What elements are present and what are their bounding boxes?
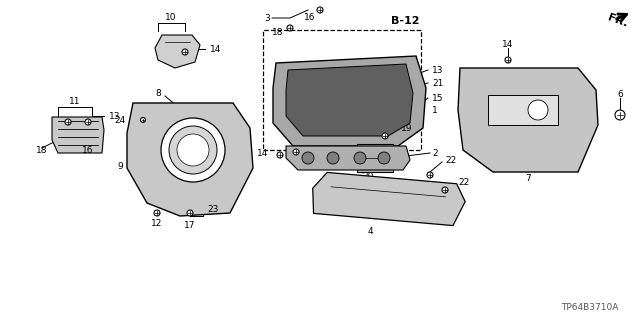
Polygon shape: [286, 64, 413, 136]
Text: 22: 22: [445, 156, 456, 164]
Text: 24: 24: [115, 116, 126, 124]
Polygon shape: [458, 68, 598, 172]
Polygon shape: [52, 117, 104, 153]
Text: 16: 16: [83, 146, 93, 155]
Polygon shape: [273, 56, 426, 146]
Text: 3: 3: [264, 13, 270, 22]
Circle shape: [85, 119, 91, 125]
Text: 20: 20: [362, 172, 374, 180]
Text: TP64B3710A: TP64B3710A: [561, 303, 619, 312]
Text: 16: 16: [303, 12, 315, 21]
Text: 14: 14: [210, 44, 221, 53]
Text: 18: 18: [271, 28, 283, 36]
Polygon shape: [313, 172, 465, 226]
Text: 22: 22: [458, 178, 469, 187]
Text: 5: 5: [345, 148, 351, 157]
Text: 18: 18: [36, 146, 48, 155]
Text: 11: 11: [69, 97, 81, 106]
Circle shape: [317, 7, 323, 13]
Polygon shape: [286, 146, 410, 170]
Circle shape: [427, 172, 433, 178]
Text: 4: 4: [367, 228, 373, 236]
Text: 15: 15: [432, 93, 444, 102]
Text: 14: 14: [502, 39, 514, 49]
Text: FR.: FR.: [606, 13, 628, 29]
Text: 2: 2: [432, 148, 438, 157]
Text: 12: 12: [151, 220, 163, 228]
Circle shape: [354, 152, 366, 164]
Text: 8: 8: [156, 89, 161, 98]
Text: 19: 19: [401, 124, 413, 132]
Circle shape: [154, 210, 160, 216]
Circle shape: [528, 100, 548, 120]
Text: 10: 10: [165, 12, 177, 21]
Circle shape: [382, 133, 388, 139]
Text: 13: 13: [432, 66, 444, 75]
Circle shape: [287, 25, 293, 31]
Polygon shape: [357, 144, 393, 172]
Text: 17: 17: [184, 221, 196, 230]
Text: 21: 21: [432, 78, 444, 87]
Polygon shape: [127, 103, 253, 216]
Circle shape: [177, 134, 209, 166]
Circle shape: [615, 110, 625, 120]
Circle shape: [505, 57, 511, 63]
Circle shape: [442, 187, 448, 193]
Text: 1: 1: [432, 106, 438, 115]
Circle shape: [277, 152, 283, 158]
Circle shape: [182, 49, 188, 55]
Polygon shape: [155, 35, 200, 68]
Circle shape: [327, 152, 339, 164]
Text: 13: 13: [109, 111, 120, 121]
Text: 7: 7: [525, 173, 531, 182]
Circle shape: [169, 126, 217, 174]
Text: 23: 23: [207, 205, 218, 214]
Circle shape: [65, 119, 71, 125]
Circle shape: [161, 118, 225, 182]
Bar: [263, 30, 421, 150]
Text: B-12: B-12: [390, 16, 419, 26]
Circle shape: [302, 152, 314, 164]
Text: 9: 9: [117, 162, 123, 171]
Text: 14: 14: [257, 148, 268, 157]
Circle shape: [378, 152, 390, 164]
Circle shape: [141, 117, 145, 123]
Polygon shape: [488, 95, 558, 125]
Circle shape: [187, 210, 193, 216]
Text: 6: 6: [617, 90, 623, 99]
Circle shape: [293, 149, 299, 155]
